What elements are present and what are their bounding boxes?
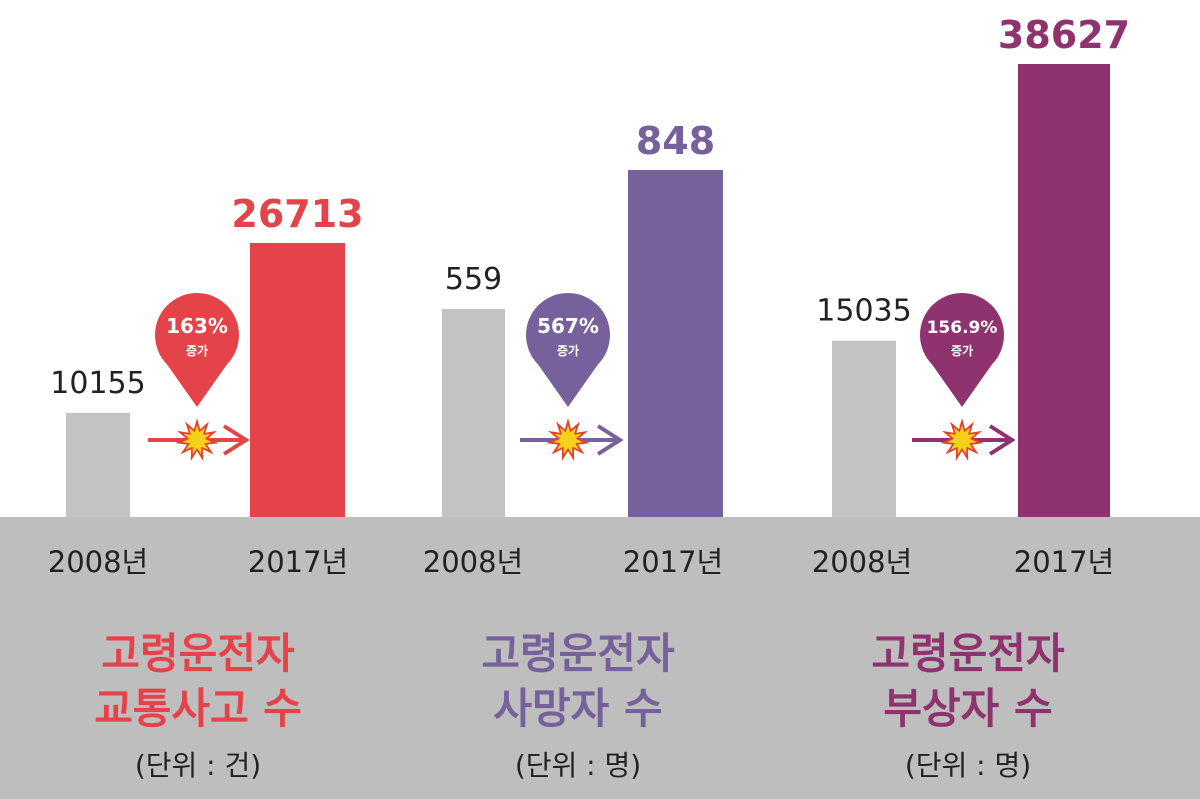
bar-2017 bbox=[250, 243, 345, 517]
chart-title-line-2: 사망자 수 bbox=[493, 684, 662, 733]
increase-percent: 567% bbox=[537, 314, 599, 338]
value-label-2017: 848 bbox=[636, 119, 715, 163]
pin-tail bbox=[166, 363, 228, 407]
value-label-2008: 15035 bbox=[816, 294, 911, 329]
burst-icon-inner bbox=[947, 425, 977, 455]
chart-title-line-2: 부상자 수 bbox=[883, 684, 1052, 733]
bar-2017 bbox=[1018, 64, 1110, 517]
value-label-2017: 26713 bbox=[231, 192, 363, 236]
value-label-2008: 559 bbox=[445, 262, 502, 297]
increase-arrow-head bbox=[988, 424, 1016, 456]
chart-title-line-1: 고령운전자 bbox=[871, 629, 1065, 678]
category-label-2017: 2017년 bbox=[623, 545, 723, 579]
bar-2017 bbox=[628, 170, 723, 517]
unit-label: (단위 : 명) bbox=[905, 749, 1031, 782]
category-label-2008: 2008년 bbox=[423, 545, 523, 579]
increase-label: 증가 bbox=[951, 343, 973, 358]
pin-marker-icon bbox=[526, 293, 610, 377]
burst-icon-inner bbox=[182, 425, 212, 455]
increase-percent: 156.9% bbox=[927, 318, 998, 338]
pin-marker-icon bbox=[155, 293, 239, 377]
chart-title-line-2: 교통사고 수 bbox=[94, 684, 302, 733]
increase-label: 증가 bbox=[186, 343, 208, 358]
unit-label: (단위 : 건) bbox=[135, 749, 261, 782]
category-label-2017: 2017년 bbox=[1014, 545, 1114, 579]
category-label-2008: 2008년 bbox=[48, 545, 148, 579]
unit-label: (단위 : 명) bbox=[515, 749, 641, 782]
increase-label: 증가 bbox=[557, 343, 579, 358]
chart-title-line-1: 고령운전자 bbox=[481, 629, 675, 678]
value-label-2017: 38627 bbox=[998, 13, 1130, 57]
chart-title-line-1: 고령운전자 bbox=[101, 629, 295, 678]
category-label-2008: 2008년 bbox=[812, 545, 912, 579]
increase-arrow-head bbox=[222, 424, 250, 456]
pin-tail bbox=[537, 363, 599, 407]
bar-2008 bbox=[442, 309, 505, 517]
bar-2008 bbox=[832, 340, 896, 517]
bar-2008 bbox=[66, 412, 130, 517]
burst-icon-inner bbox=[553, 425, 583, 455]
category-label-2017: 2017년 bbox=[248, 545, 348, 579]
increase-percent: 163% bbox=[166, 314, 228, 338]
pin-tail bbox=[931, 363, 993, 407]
pin-marker-icon bbox=[920, 293, 1004, 377]
baseline-band bbox=[0, 517, 1200, 799]
increase-arrow-head bbox=[596, 424, 624, 456]
value-label-2008: 10155 bbox=[50, 366, 145, 401]
